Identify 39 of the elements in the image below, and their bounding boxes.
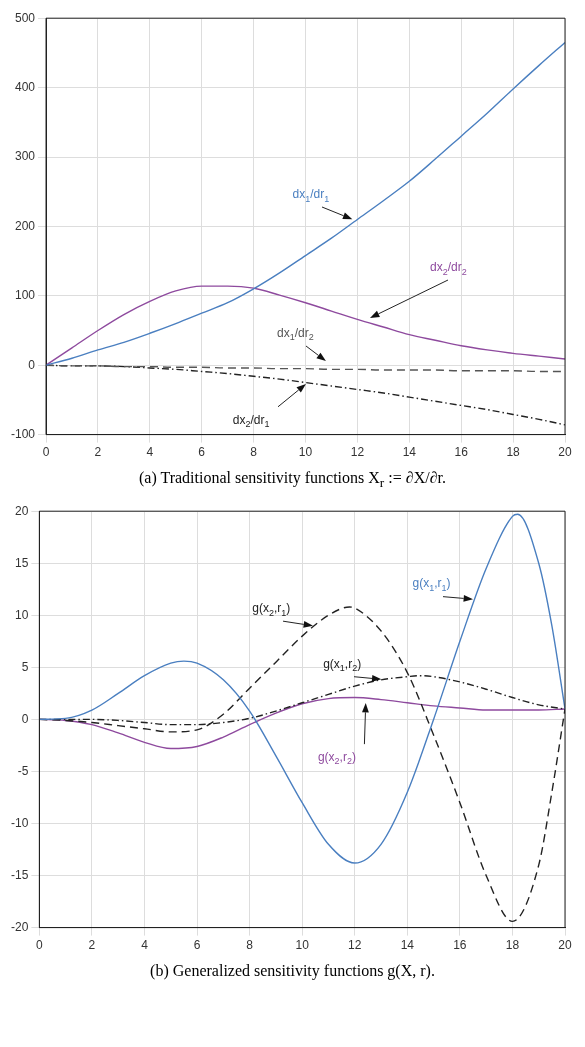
- x-tick-label: 0: [42, 445, 50, 460]
- x-tick-label: 10: [295, 938, 310, 953]
- x-tick-label: 20: [558, 445, 572, 460]
- x-tick-label: 20: [558, 938, 572, 953]
- x-tick-label: 12: [350, 445, 365, 460]
- y-tick-label: 500: [14, 10, 36, 25]
- x-tick-label: 18: [506, 445, 521, 460]
- x-tick-label: 6: [193, 938, 201, 953]
- y-tick-label: 300: [14, 149, 36, 164]
- y-tick-label: -5: [17, 763, 29, 778]
- x-tick-label: 12: [348, 938, 362, 953]
- text: (b) Generalized sensitivity functions g(X, r).: [149, 962, 436, 981]
- x-tick-label: 2: [88, 938, 96, 953]
- y-tick-label: 200: [14, 218, 36, 233]
- y-tick-label: 10: [14, 607, 29, 622]
- y-tick-label: -10: [11, 816, 29, 830]
- x-tick-label: 4: [146, 445, 154, 460]
- x-tick-label: 14: [402, 445, 417, 460]
- x-tick-label: 6: [198, 445, 206, 460]
- y-tick-label: 0: [28, 357, 36, 372]
- y-tick-label: -100: [10, 426, 36, 441]
- x-tick-label: 16: [454, 445, 469, 460]
- y-tick-label: 0: [21, 711, 29, 726]
- y-tick-label: 15: [14, 555, 29, 570]
- y-tick-label: -20: [11, 920, 29, 935]
- y-tick-label: 100: [14, 288, 36, 303]
- y-tick-label: -15: [11, 868, 29, 883]
- x-tick-label: 8: [246, 938, 254, 953]
- x-tick-label: 2: [94, 445, 102, 460]
- y-tick-label: 400: [14, 79, 36, 94]
- x-tick-label: 10: [298, 445, 313, 460]
- x-tick-label: 4: [141, 938, 149, 953]
- x-tick-label: 16: [453, 938, 467, 953]
- y-tick-label: 5: [21, 659, 29, 674]
- x-tick-label: 8: [250, 445, 258, 460]
- y-tick-label: 20: [14, 503, 29, 518]
- x-tick-label: 18: [505, 938, 520, 953]
- text: (a) Traditional sensitivity functions X$_{r}$ := ∂X/∂r.: [137, 469, 448, 492]
- x-tick-label: 14: [400, 938, 415, 953]
